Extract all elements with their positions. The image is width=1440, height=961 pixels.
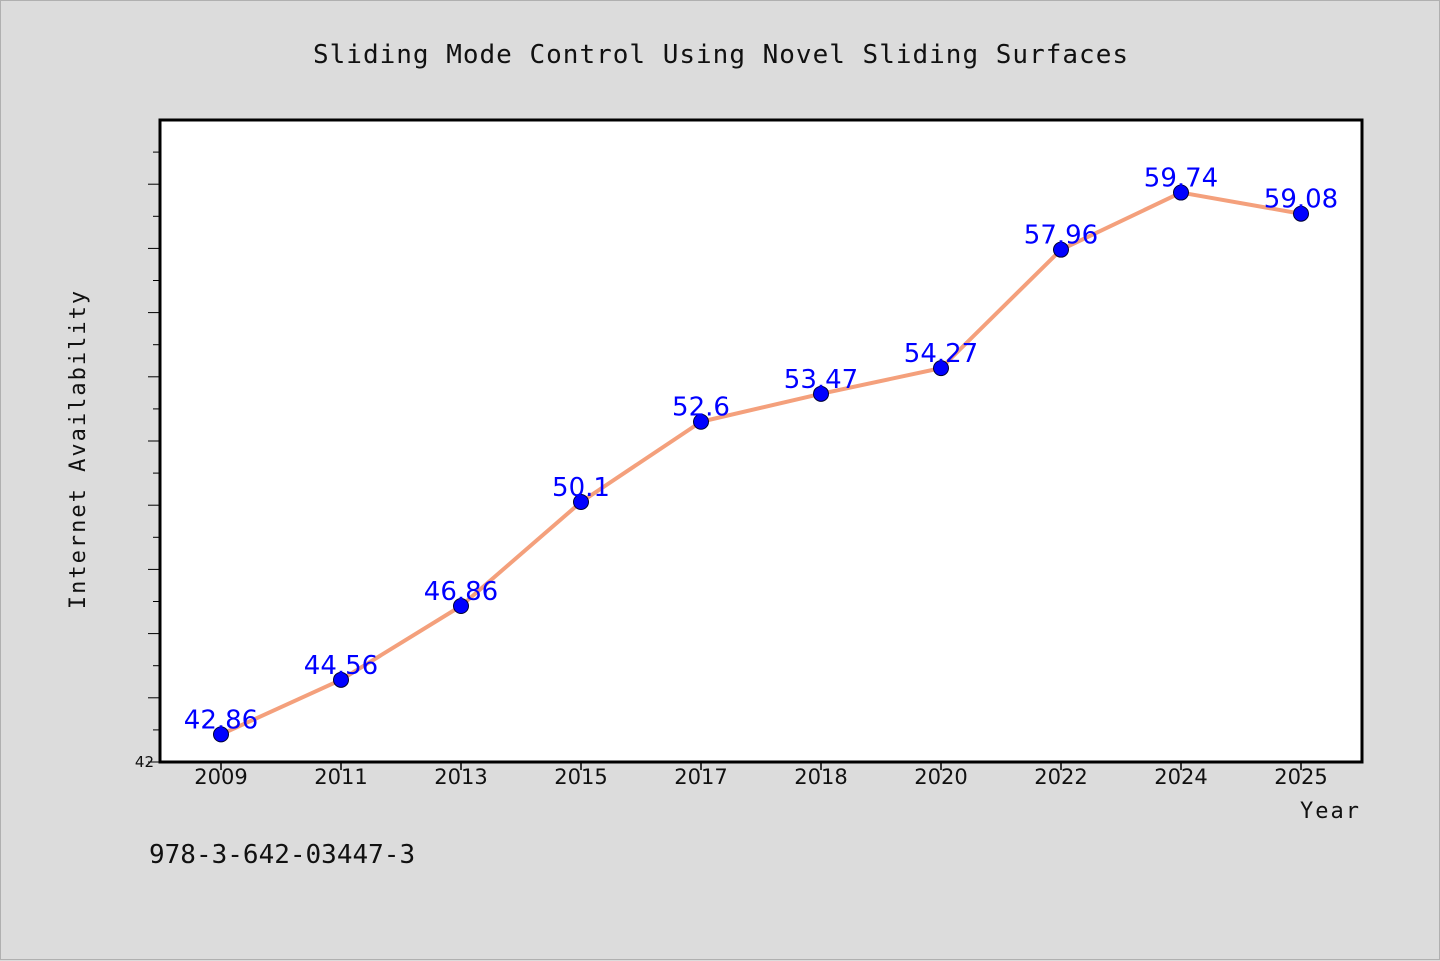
- data-label: 57.96: [1024, 221, 1098, 251]
- x-tick-label: 2013: [434, 765, 487, 789]
- series-line: [219, 190, 1303, 737]
- x-axis-label: Year: [1300, 799, 1361, 824]
- x-tick-label: 2022: [1034, 765, 1087, 789]
- x-tick-label: 2020: [914, 765, 967, 789]
- data-point: [213, 726, 229, 743]
- y-axis-ticks: [148, 151, 160, 763]
- data-point: [693, 413, 709, 430]
- y-tick-label: 42: [135, 753, 154, 771]
- data-label: 44.56: [304, 651, 378, 681]
- data-label: 59.74: [1144, 164, 1218, 194]
- data-label: 59.08: [1264, 185, 1338, 215]
- x-tick-labels: 2009 2011 2013 2015 2017 2018 2020 2022 2024 2025: [194, 765, 1327, 789]
- data-point: [1293, 205, 1309, 222]
- data-label: 52.6: [672, 393, 730, 423]
- footnote-isbn: 978-3-642-03447-3: [149, 840, 415, 870]
- data-point: [573, 493, 589, 510]
- data-point: [933, 360, 949, 377]
- x-tick-label: 2017: [674, 765, 727, 789]
- x-axis-ticks: [220, 762, 1302, 770]
- x-tick-label: 2018: [794, 765, 847, 789]
- data-point: [453, 597, 469, 614]
- plot-area: [158, 118, 1364, 764]
- y-axis-label: Internet Availability: [66, 289, 91, 609]
- data-point: [813, 385, 829, 402]
- x-tick-label: 2009: [194, 765, 247, 789]
- chart-title: Sliding Mode Control Using Novel Sliding…: [313, 40, 1129, 70]
- data-label: 50.1: [552, 473, 610, 503]
- x-tick-label: 2015: [554, 765, 607, 789]
- data-point: [333, 671, 349, 688]
- x-tick-label: 2011: [314, 765, 367, 789]
- series-markers: [213, 184, 1309, 743]
- x-tick-label: 2025: [1274, 765, 1327, 789]
- data-point: [1173, 184, 1189, 201]
- data-label: 42.86: [184, 705, 258, 735]
- x-tick-label: 2024: [1154, 765, 1207, 789]
- data-label: 46.86: [424, 577, 498, 607]
- data-point: [1053, 241, 1069, 258]
- data-label: 54.27: [904, 339, 978, 369]
- data-labels: 42.86 44.56 46.86 50.1 52.6 53.47 54.27 57.96 59…: [184, 164, 1338, 736]
- y-tick-labels: 42: [135, 753, 154, 771]
- data-label: 53.47: [784, 365, 858, 395]
